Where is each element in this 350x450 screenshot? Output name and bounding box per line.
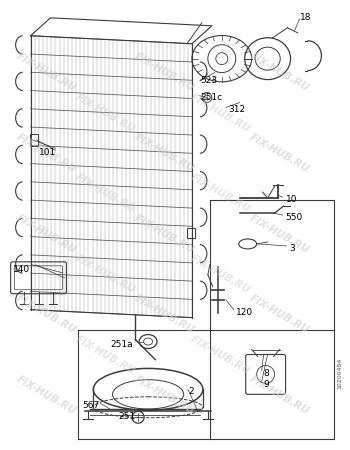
Text: 10: 10 — [286, 195, 297, 204]
Text: 9: 9 — [264, 380, 270, 389]
Text: FIX-HUB.RU: FIX-HUB.RU — [133, 293, 196, 336]
Text: FIX-HUB.RU: FIX-HUB.RU — [74, 172, 137, 215]
Text: FIX-HUB.RU: FIX-HUB.RU — [14, 213, 78, 255]
Text: FIX-HUB.RU: FIX-HUB.RU — [248, 374, 311, 416]
Text: 251a: 251a — [110, 340, 133, 349]
Text: 550: 550 — [286, 213, 303, 222]
Text: FIX-HUB.RU: FIX-HUB.RU — [248, 132, 311, 175]
Text: FIX-HUB.RU: FIX-HUB.RU — [189, 172, 252, 215]
Text: 251c: 251c — [200, 93, 222, 102]
Text: FIX-HUB.RU: FIX-HUB.RU — [248, 51, 311, 94]
Text: FIX-HUB.RU: FIX-HUB.RU — [248, 213, 311, 255]
Text: 8: 8 — [264, 369, 270, 378]
Text: FIX-HUB.RU: FIX-HUB.RU — [189, 334, 252, 376]
Text: FIX-HUB.RU: FIX-HUB.RU — [248, 293, 311, 336]
Text: FIX-HUB.RU: FIX-HUB.RU — [133, 51, 196, 94]
Text: FIX-HUB.RU: FIX-HUB.RU — [74, 253, 137, 296]
Text: FIX-HUB.RU: FIX-HUB.RU — [189, 92, 252, 134]
Text: 2: 2 — [188, 387, 194, 396]
Text: FIX-HUB.RU: FIX-HUB.RU — [14, 374, 78, 416]
Text: FIX-HUB.RU: FIX-HUB.RU — [14, 51, 78, 94]
Text: FIX-HUB.RU: FIX-HUB.RU — [189, 253, 252, 296]
Text: FIX-HUB.RU: FIX-HUB.RU — [74, 334, 137, 376]
Bar — [30, 134, 37, 146]
Text: 523: 523 — [200, 76, 217, 85]
Text: FIX-HUB.RU: FIX-HUB.RU — [133, 132, 196, 175]
Text: FIX-HUB.RU: FIX-HUB.RU — [74, 92, 137, 134]
Text: 101: 101 — [38, 148, 56, 157]
Text: 312: 312 — [228, 105, 245, 114]
Text: FIX-HUB.RU: FIX-HUB.RU — [14, 293, 78, 336]
Bar — [187, 228, 195, 238]
Text: 251: 251 — [118, 412, 135, 421]
Text: FIX-HUB.RU: FIX-HUB.RU — [133, 374, 196, 416]
Text: 10200484: 10200484 — [337, 358, 342, 389]
Text: 120: 120 — [236, 308, 253, 317]
Text: 18: 18 — [300, 13, 311, 22]
Text: 3: 3 — [289, 244, 295, 253]
Text: FIX-HUB.RU: FIX-HUB.RU — [14, 132, 78, 175]
Text: 140: 140 — [13, 265, 30, 274]
Text: 567: 567 — [82, 401, 100, 410]
Text: FIX-HUB.RU: FIX-HUB.RU — [133, 213, 196, 255]
